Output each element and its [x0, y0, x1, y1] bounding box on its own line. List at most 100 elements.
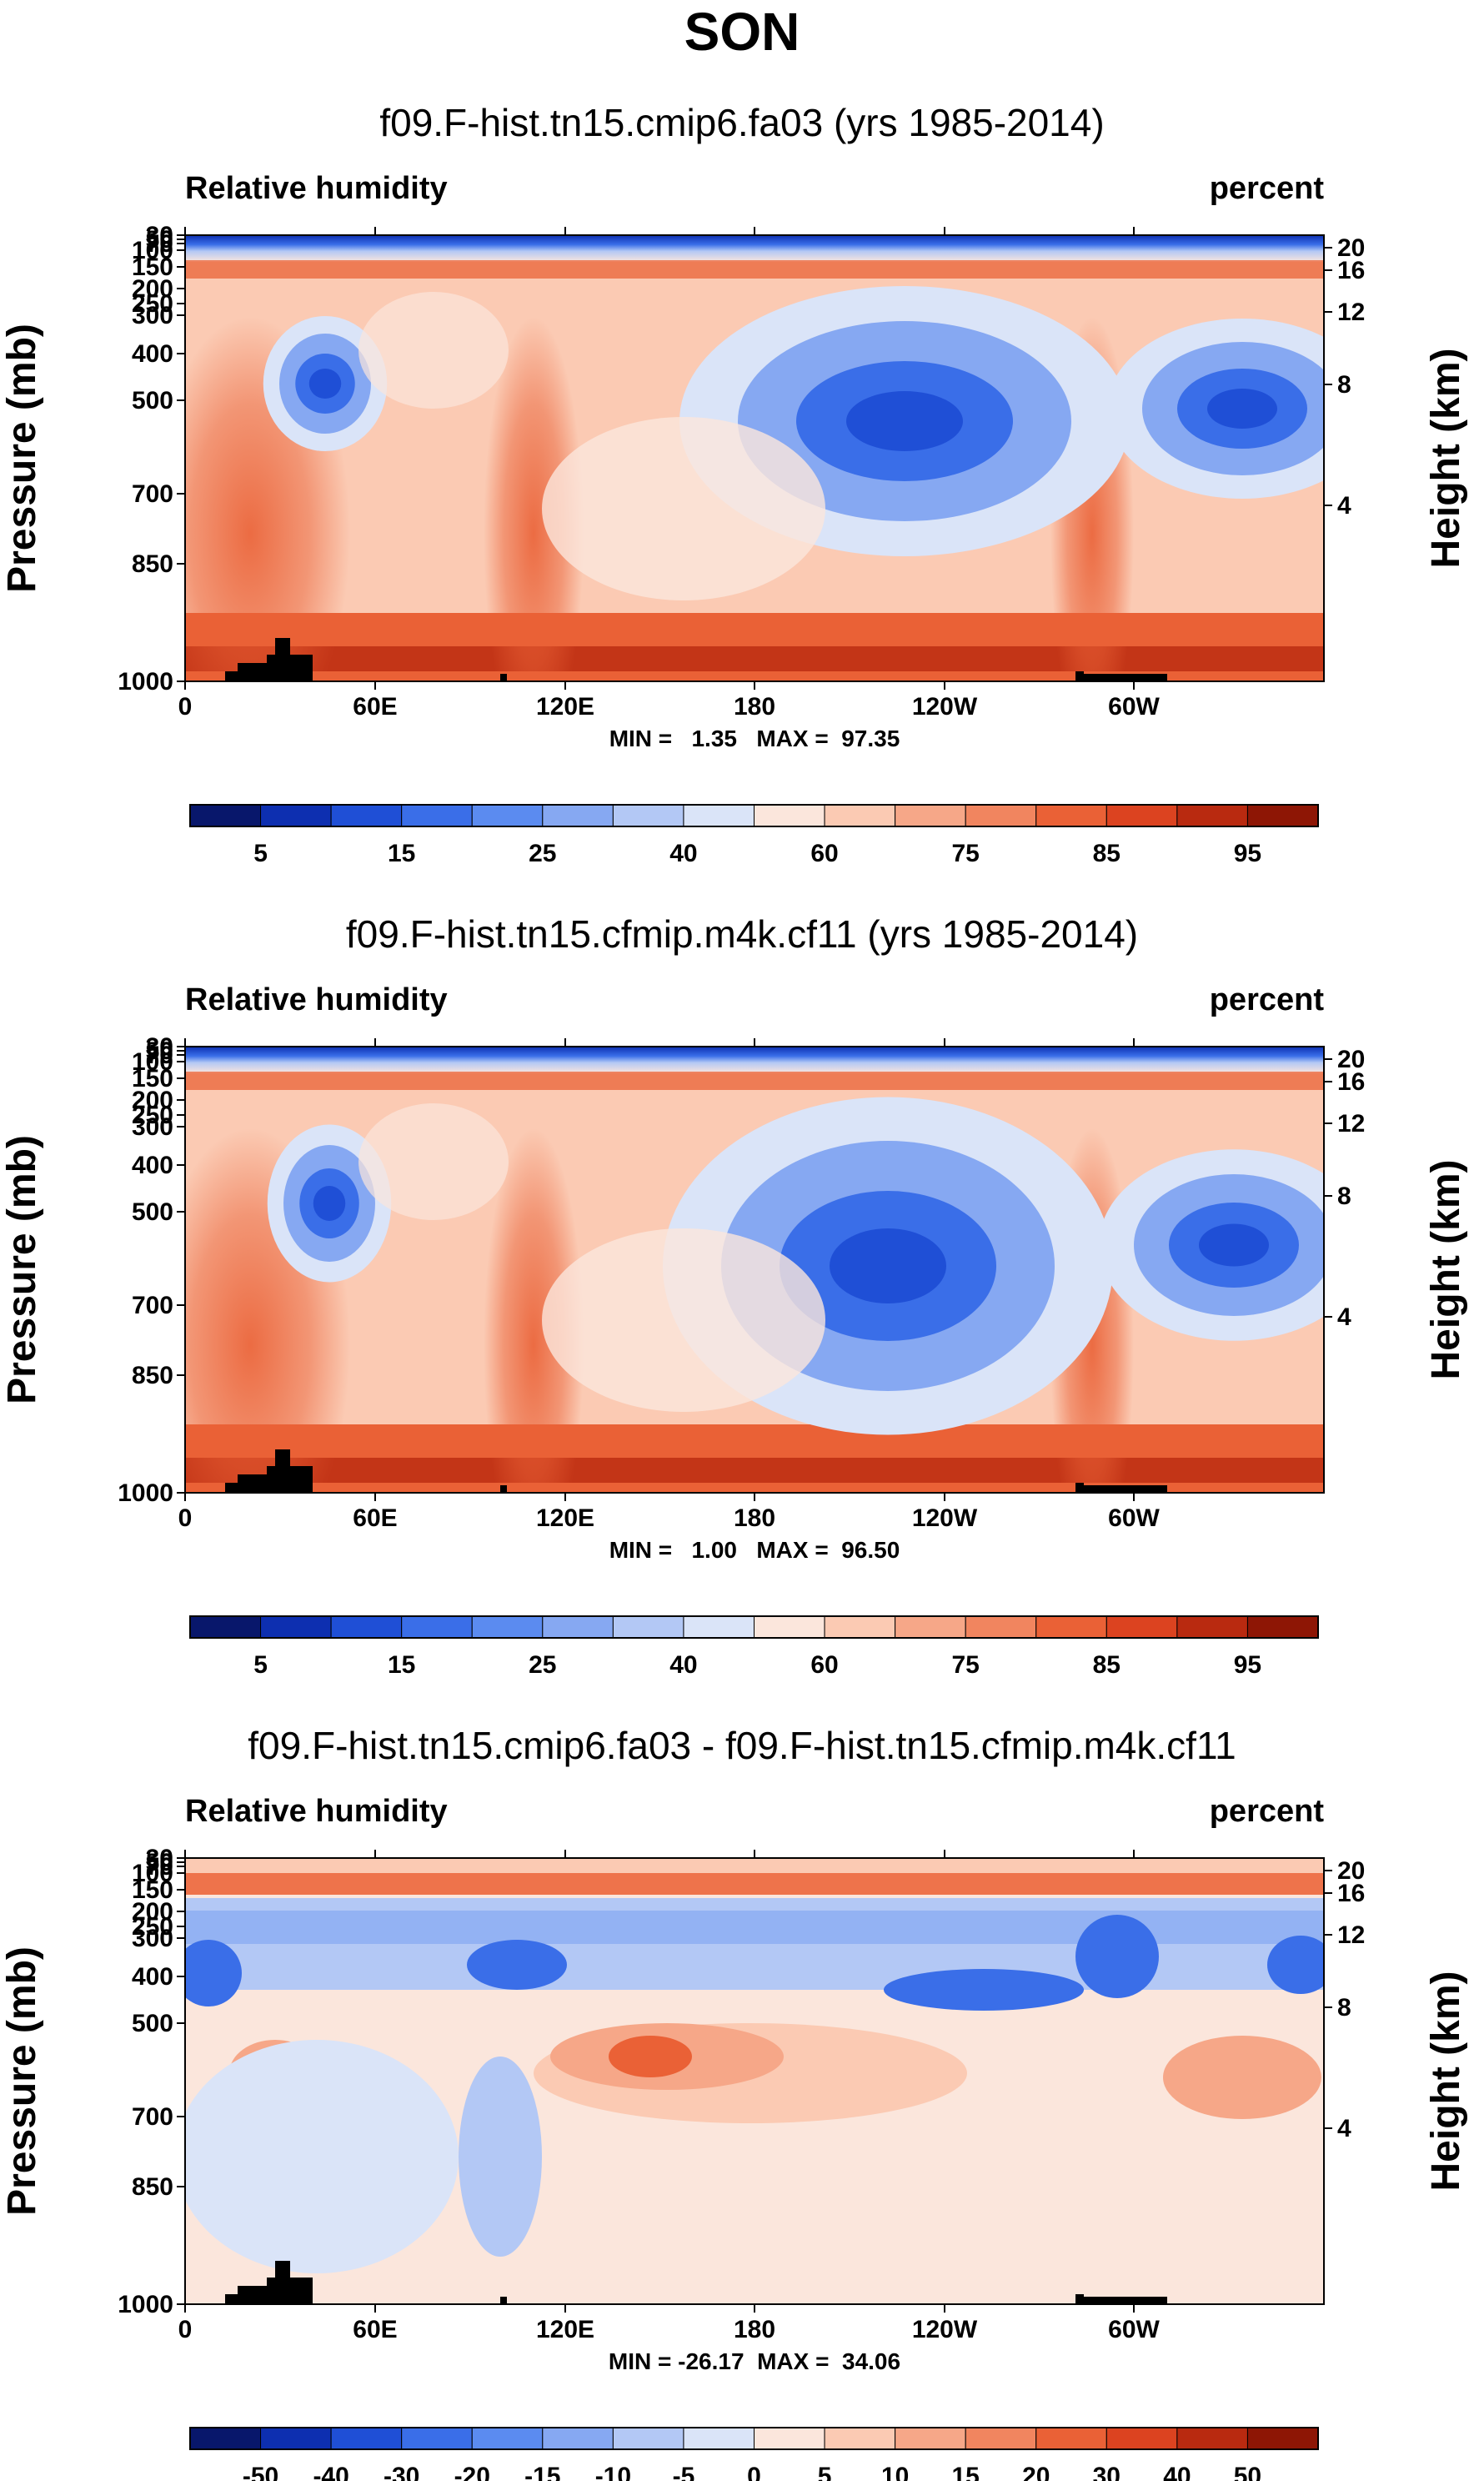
moist-column: [484, 317, 584, 681]
lon-tick-label: 60W: [1108, 693, 1160, 721]
pressure-tick-label: 300: [132, 1113, 173, 1141]
colorbar-tick-label: 40: [669, 840, 697, 867]
colorbar-swatch: [189, 1615, 262, 1639]
pressure-tick-label: 850: [132, 1362, 173, 1389]
lon-tick-label: 120E: [536, 2316, 594, 2343]
height-tick-label: 12: [1337, 1921, 1365, 1949]
mid-positive-peak: [609, 2036, 692, 2077]
colorbar-swatch: [965, 2427, 1037, 2450]
colorbar-swatch: [260, 2427, 332, 2450]
pressure-tick-label: 400: [132, 340, 173, 368]
min-max-text: MIN = -26.17 MAX = 34.06: [609, 2348, 900, 2374]
pressure-tick-label: 200: [132, 1087, 173, 1114]
lon-tick-label: 60W: [1108, 2316, 1160, 2343]
lon-tick-label: 120E: [536, 1504, 594, 1532]
colorbar-swatch: [612, 2427, 684, 2450]
colorbar-swatch: [754, 1615, 825, 1639]
colorbar-swatch: [542, 804, 614, 827]
colorbar-frame: [189, 804, 1319, 827]
height-tick-label: 4: [1337, 1303, 1351, 1331]
figure-title: SON: [684, 2, 800, 62]
pressure-tick-label: 400: [132, 1963, 173, 1991]
pressure-tick-label: 500: [132, 1198, 173, 1226]
colorbar-tick-label: 5: [253, 1651, 268, 1679]
pale-zone: [542, 417, 825, 600]
contour-field: [185, 1858, 1324, 2304]
pressure-tick-label: 850: [132, 2173, 173, 2201]
height-tick-label: 16: [1337, 1880, 1365, 1907]
colorbar-tick-label: 95: [1234, 840, 1261, 867]
lon-tick-label: 60W: [1108, 1504, 1160, 1532]
colorbar-tick-label: 60: [810, 1651, 838, 1679]
colorbar-tick-label: 25: [529, 840, 556, 867]
height-tick-label: 4: [1337, 492, 1351, 520]
colorbar-tick-label: 20: [1022, 2463, 1050, 2481]
panel-1: f09.F-hist.tn15.cmip6.fa03 (yrs 1985-201…: [0, 101, 1468, 867]
colorbar-swatch: [260, 804, 332, 827]
colorbar-swatch: [612, 804, 684, 827]
pressure-tick-label: 30: [146, 222, 173, 249]
lon-tick-label: 0: [178, 693, 193, 721]
height-tick-label: 8: [1337, 1994, 1351, 2021]
pressure-tick-label: 700: [132, 480, 173, 508]
dry-pool-africa-core: [308, 369, 342, 399]
colorbar-swatch: [401, 1615, 473, 1639]
case-title: f09.F-hist.tn15.cmip6.fa03 (yrs 1985-201…: [379, 101, 1104, 144]
colorbar-tick-label: 15: [388, 840, 415, 867]
contour-field: [185, 1047, 1324, 1493]
colorbar: 5 15 25 40 60 75 85 95: [189, 1615, 1319, 1679]
variable-label: Relative humidity: [185, 982, 448, 1017]
colorbar-tick-label: -40: [313, 2463, 348, 2481]
y-axis-right-title: Height (km): [1424, 1971, 1468, 2192]
colorbar-swatch: [1246, 1615, 1319, 1639]
colorbar-swatch: [895, 804, 966, 827]
lon-tick-label: 120W: [912, 693, 978, 721]
colorbar-tick-label: 10: [881, 2463, 909, 2481]
pressure-tick-label: 150: [132, 1876, 173, 1904]
pale-zone: [542, 1228, 825, 1412]
pale-zone: [358, 292, 509, 409]
dry-pool-africa-core: [313, 1186, 346, 1221]
units-label: percent: [1210, 1794, 1325, 1829]
colorbar-frame: [189, 2427, 1319, 2450]
colorbar-tick-label: 5: [253, 840, 268, 867]
colorbar-swatch: [1035, 1615, 1107, 1639]
pressure-tick-label: 400: [132, 1152, 173, 1179]
dry-pool-pacific-core: [830, 1228, 946, 1303]
pressure-tick-label: 100: [132, 237, 173, 264]
colorbar-swatch: [1105, 804, 1178, 827]
pressure-tick-label: 150: [132, 1065, 173, 1092]
variable-label: Relative humidity: [185, 171, 448, 206]
negative-cell: [1267, 1936, 1324, 1994]
pressure-tick-label: 700: [132, 2103, 173, 2131]
colorbar-swatch: [824, 2427, 896, 2450]
colorbar-swatch: [1035, 2427, 1107, 2450]
pressure-tick-label: 850: [132, 550, 173, 578]
pressure-tick-label: 300: [132, 302, 173, 329]
colorbar-swatch: [401, 804, 473, 827]
pressure-tick-label: 100: [132, 1860, 173, 1887]
lon-tick-label: 120W: [912, 1504, 978, 1532]
contour-field: [185, 235, 1324, 681]
pressure-tick-label: 700: [132, 1292, 173, 1319]
lon-tick-label: 0: [178, 2316, 193, 2343]
height-tick-label: 4: [1337, 2115, 1351, 2142]
y-axis-right-title: Height (km): [1424, 349, 1468, 569]
lower-negative: [459, 2057, 542, 2257]
colorbar-tick-label: 75: [952, 1651, 980, 1679]
colorbar-swatch: [754, 804, 825, 827]
tropopause-positive-edge: [185, 1873, 1324, 1895]
colorbar-tick-label: -20: [454, 2463, 490, 2481]
lower-negative: [185, 2040, 459, 2273]
colorbar-tick-label: -5: [673, 2463, 695, 2481]
height-tick-label: 20: [1337, 1046, 1365, 1073]
variable-label: Relative humidity: [185, 1794, 448, 1829]
pressure-tick-label: 300: [132, 1925, 173, 1952]
pressure-tick-label: 30: [146, 1033, 173, 1061]
y-axis-title: Pressure (mb): [0, 324, 44, 593]
colorbar-swatch: [965, 1615, 1037, 1639]
colorbar-swatch: [1176, 804, 1248, 827]
colorbar-tick-label: 85: [1093, 840, 1121, 867]
tropopause-band: [185, 260, 1324, 279]
colorbar-tick-label: 60: [810, 840, 838, 867]
